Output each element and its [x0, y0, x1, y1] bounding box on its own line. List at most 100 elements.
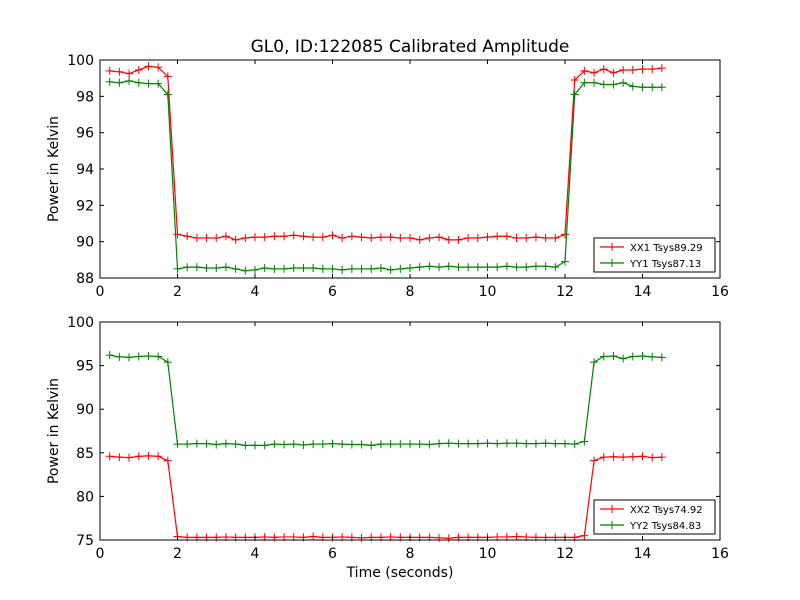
data-point [425, 440, 434, 449]
data-point [570, 75, 579, 84]
data-point [212, 264, 221, 273]
data-point [619, 78, 628, 87]
data-point [154, 452, 163, 461]
x-tick-label: 6 [328, 546, 337, 562]
legend-marker [608, 521, 616, 529]
data-point [657, 83, 666, 92]
x-tick-label: 12 [556, 284, 574, 300]
data-point [299, 232, 308, 241]
y-tick-label: 92 [76, 198, 94, 214]
data-point [221, 439, 230, 448]
data-point [134, 65, 143, 74]
data-point [376, 440, 385, 449]
data-point [551, 263, 560, 272]
data-point [154, 79, 163, 88]
x-tick-label: 14 [634, 546, 652, 562]
data-point [192, 234, 201, 243]
data-point [318, 440, 327, 449]
data-point [270, 264, 279, 273]
data-point [270, 232, 279, 241]
data-point [415, 235, 424, 244]
data-point [173, 264, 182, 273]
data-point [163, 456, 172, 465]
y-axis-label: Power in Kelvin [46, 116, 62, 222]
legend-label: XX2 Tsys74.92 [630, 505, 703, 516]
data-point [425, 234, 434, 243]
data-point [299, 440, 308, 449]
legend-marker [608, 259, 616, 267]
data-point [134, 452, 143, 461]
data-point [280, 440, 289, 449]
data-point [512, 439, 521, 448]
data-point [628, 452, 637, 461]
series-1 [105, 62, 666, 244]
data-point [251, 265, 259, 274]
data-point [444, 439, 453, 448]
data-point [609, 452, 618, 461]
data-point [270, 440, 279, 449]
data-point [115, 78, 124, 87]
y-tick-label: 94 [76, 162, 94, 178]
data-point [163, 90, 172, 99]
y-tick-label: 75 [76, 533, 94, 549]
legend-label: YY2 Tsys84.83 [629, 521, 701, 532]
data-point [299, 264, 308, 273]
data-point [202, 439, 211, 448]
data-point [599, 453, 608, 462]
x-tick-label: 14 [634, 284, 652, 300]
x-tick-label: 16 [711, 546, 729, 562]
data-point [541, 439, 550, 448]
data-point [599, 65, 608, 74]
data-point [347, 264, 356, 273]
data-point [502, 439, 511, 448]
data-point [154, 352, 163, 361]
data-point [202, 264, 211, 273]
data-point [134, 352, 143, 361]
data-point [580, 78, 589, 87]
data-point [512, 234, 521, 243]
data-point [125, 353, 134, 362]
data-point [638, 352, 647, 361]
data-point [144, 451, 153, 460]
data-point [192, 439, 201, 448]
data-point [638, 65, 647, 74]
data-point [357, 440, 366, 449]
data-point [241, 234, 250, 243]
data-point [251, 441, 259, 450]
data-point [376, 264, 385, 273]
data-point [173, 440, 182, 449]
data-point [609, 80, 618, 89]
data-point [357, 264, 366, 273]
data-point [580, 531, 589, 540]
data-point [512, 532, 521, 541]
data-point [580, 437, 589, 446]
data-point [570, 440, 579, 449]
data-point [590, 456, 599, 465]
y-tick-label: 90 [76, 402, 94, 418]
x-tick-label: 12 [556, 546, 574, 562]
data-point [628, 82, 637, 91]
data-point [609, 68, 618, 77]
data-point [590, 358, 599, 367]
data-point [309, 440, 318, 449]
data-point [221, 232, 230, 241]
data-point [444, 235, 453, 244]
data-point [473, 234, 482, 243]
data-point [483, 233, 492, 242]
data-point [464, 263, 473, 272]
data-point [163, 358, 172, 367]
data-point [522, 439, 531, 448]
data-point [163, 72, 172, 81]
y-tick-label: 95 [76, 359, 94, 375]
data-point [493, 263, 502, 272]
data-point [396, 234, 405, 243]
data-point [154, 63, 163, 72]
x-tick-label: 8 [406, 284, 415, 300]
y-tick-label: 96 [76, 126, 94, 142]
data-point [328, 439, 337, 448]
series-line [109, 80, 662, 272]
data-point [648, 65, 657, 74]
data-point [580, 66, 589, 75]
data-point [289, 440, 298, 449]
